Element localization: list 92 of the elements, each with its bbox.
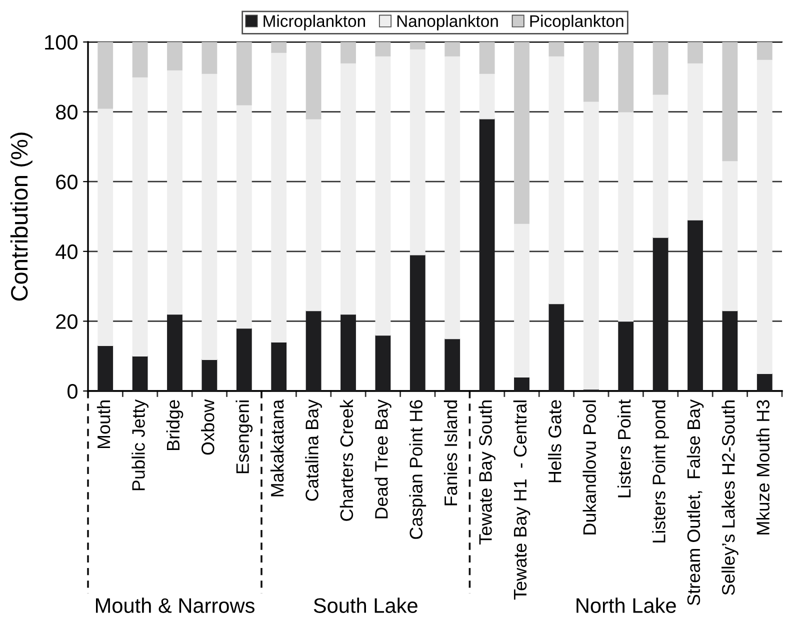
- x-tick-label: Dead Tree Bay: [374, 399, 392, 518]
- bar: [479, 118, 495, 391]
- x-tick-label: Public Jetty: [132, 399, 148, 490]
- bar: [340, 42, 356, 64]
- bar: [722, 160, 738, 312]
- y-axis-title: Contribution (%): [10, 132, 32, 301]
- x-tick-label: Caspian Point H6: [409, 400, 426, 539]
- y-tick-label: 80: [56, 104, 78, 120]
- text: South Lake: [314, 598, 418, 613]
- bar: [340, 62, 356, 315]
- bar: [479, 42, 495, 74]
- x-tick-label: Selley’s Lakes H2-South: [722, 400, 738, 595]
- bar: [652, 94, 668, 238]
- x-tick-label: Charters Creek: [340, 399, 354, 521]
- bar: [375, 56, 391, 336]
- bar: [202, 42, 218, 74]
- y-tick-label: 40: [56, 244, 78, 260]
- bar: [548, 42, 564, 56]
- bar: [479, 72, 495, 120]
- y-tick-label: 0: [68, 384, 78, 399]
- bar: [514, 42, 530, 224]
- x-tick-label: Esengeni: [236, 400, 253, 474]
- bar: [583, 42, 599, 102]
- bar: [132, 356, 148, 391]
- bar: [618, 320, 634, 391]
- bar: [444, 56, 460, 340]
- x-tick-label: Oxbow: [201, 399, 214, 455]
- text: North Lake: [576, 598, 676, 613]
- bar: [167, 314, 182, 391]
- bar: [652, 42, 668, 95]
- x-tick-label: Stream Outlet, False Bay: [686, 399, 704, 606]
- bar: [340, 314, 356, 391]
- x-tick-label: Catalina Bay: [305, 399, 322, 501]
- bar: [375, 42, 391, 56]
- x-tick-label: Mouth: [96, 400, 110, 448]
- bar: [688, 42, 703, 64]
- x-tick-label: Bridge: [166, 400, 184, 450]
- bar: [306, 42, 322, 120]
- bar: [548, 303, 564, 391]
- bar: [652, 237, 668, 391]
- bar: [98, 108, 114, 346]
- bar: [236, 42, 252, 106]
- x-tick-label: Dukandlovu Pool: [582, 400, 596, 534]
- y-tick-label: 60: [56, 174, 78, 190]
- text: Mouth & Narrows: [96, 598, 254, 613]
- bar: [722, 42, 738, 162]
- bar: [132, 76, 148, 357]
- bar: [688, 62, 703, 220]
- x-tick-label: Tewate Bay H1 - Central: [513, 400, 530, 600]
- bar: [306, 310, 322, 391]
- bar: [236, 104, 252, 329]
- bar: [167, 70, 182, 315]
- y-tick-label: 100: [45, 35, 78, 50]
- bar: [271, 52, 287, 343]
- x-tick-label: Listers Point: [617, 399, 631, 498]
- bar: [514, 376, 530, 391]
- bar: [306, 118, 322, 312]
- bar: [756, 59, 772, 374]
- legend-label: Microplankton: [264, 14, 365, 30]
- x-tick-label: Hells Gate: [548, 400, 562, 482]
- bar: [98, 42, 114, 109]
- x-tick-label: Tewate Bay South: [478, 400, 496, 544]
- bar: [98, 345, 114, 391]
- bar: [410, 48, 426, 256]
- bar: [410, 254, 426, 391]
- bar: [583, 100, 599, 390]
- bar: [618, 42, 634, 112]
- x-tick-label: Fanies Island: [444, 400, 458, 506]
- bar: [167, 42, 182, 70]
- legend-label: Picoplankton: [530, 14, 624, 30]
- bar: [236, 328, 252, 391]
- y-tick-label: 20: [56, 314, 78, 329]
- bar: [548, 56, 564, 304]
- bar: [202, 72, 218, 360]
- bar: [514, 223, 530, 378]
- bar: [410, 42, 426, 50]
- bar: [756, 373, 772, 391]
- bar: [271, 342, 287, 391]
- legend-label: Nanoplankton: [397, 14, 498, 30]
- bar: [132, 42, 148, 78]
- bar: [618, 111, 634, 322]
- bar: [202, 359, 218, 391]
- bar: [444, 42, 460, 56]
- bar: [722, 310, 738, 391]
- bar: [756, 42, 772, 60]
- x-tick-label: Mkuze Mouth H3: [756, 400, 770, 534]
- bar: [271, 42, 287, 53]
- bar: [688, 220, 703, 391]
- bar: [375, 334, 391, 391]
- x-tick-label: Makakatana: [270, 399, 284, 496]
- x-tick-label: Listers Point pond: [652, 400, 669, 542]
- bar: [444, 338, 460, 391]
